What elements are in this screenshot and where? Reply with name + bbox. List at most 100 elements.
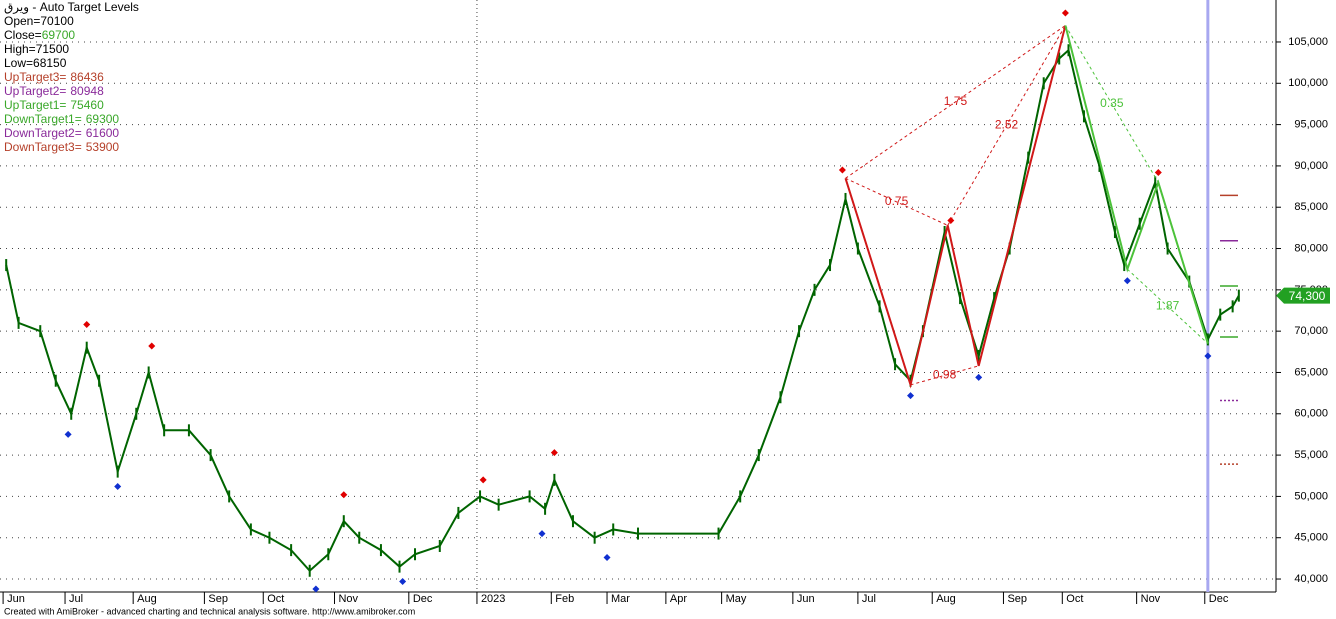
x-tick-label: Apr	[670, 593, 687, 605]
price-bar	[497, 498, 500, 511]
price-bar	[457, 506, 460, 519]
price-bar	[438, 539, 441, 552]
target: UpTarget2= 80948	[4, 84, 104, 98]
y-tick-label: 100,000	[1288, 77, 1328, 89]
pivot-high	[1061, 9, 1069, 17]
x-tick-label: 2023	[481, 593, 505, 605]
price-bar	[829, 259, 832, 272]
x-tick-label: Jul	[862, 593, 876, 605]
y-tick-label: 85,000	[1294, 201, 1328, 213]
x-tick-label: Oct	[1066, 593, 1083, 605]
footer: Created with AmiBroker - advanced charti…	[4, 606, 415, 616]
quote: Close=69700	[4, 28, 75, 42]
pivot-high	[83, 321, 91, 329]
price-bar	[943, 226, 946, 239]
pattern-down-zigzag	[1064, 25, 1209, 344]
price-bar	[116, 465, 119, 478]
price-bar	[553, 473, 556, 486]
y-tick-label: 60,000	[1294, 408, 1328, 420]
quote: Open=70100	[4, 14, 74, 28]
last-price-box	[1276, 287, 1330, 304]
x-tick-label: Jul	[69, 593, 83, 605]
price-bar	[147, 366, 150, 379]
price-bar	[1058, 52, 1061, 65]
quote-value: 69700	[42, 28, 76, 42]
price-bar	[977, 349, 980, 362]
pattern-up-ratio-label: 0.75	[885, 194, 909, 208]
x-tick-label: Oct	[267, 593, 284, 605]
pattern-down-ratio-label: 0.35	[1100, 96, 1124, 110]
target: UpTarget3= 86436	[4, 70, 104, 84]
target-label: UpTarget1=	[4, 98, 66, 112]
target-label: UpTarget3=	[4, 70, 66, 84]
x-tick-label: Mar	[611, 593, 630, 605]
x-tick-label: Nov	[1141, 593, 1161, 605]
price-bar	[1067, 44, 1070, 57]
pattern-up-ratio-label: 0.98	[933, 368, 957, 382]
price-bar	[1138, 217, 1141, 230]
price-bar	[479, 490, 482, 503]
pivot-high	[340, 491, 348, 499]
price-bar	[571, 515, 574, 528]
quote-value: 71500	[36, 42, 70, 56]
target-value: 86436	[70, 70, 104, 84]
price-bar	[717, 527, 720, 540]
price-bar	[414, 548, 417, 561]
last-price-label: 74,300	[1289, 289, 1326, 303]
price-bar	[1113, 226, 1116, 239]
pivot-high	[479, 476, 487, 484]
price-bar	[85, 341, 88, 354]
pivot-high	[550, 449, 558, 457]
price-bar	[5, 259, 8, 272]
pattern-down-ratio-line	[1127, 268, 1209, 344]
target-label: DownTarget1=	[4, 112, 82, 126]
x-tick-label: Feb	[555, 593, 574, 605]
x-tick-label: Nov	[338, 593, 358, 605]
price-bar	[1219, 308, 1222, 321]
price-bar	[308, 564, 311, 577]
pattern-up-zigzag	[844, 25, 1067, 389]
target-value: 69300	[86, 112, 120, 126]
y-tick-label: 50,000	[1294, 490, 1328, 502]
price-bar	[17, 316, 20, 329]
price-bar	[1027, 151, 1030, 164]
price-bar	[528, 490, 531, 503]
price-bar	[358, 531, 361, 544]
price-bar	[1206, 333, 1209, 346]
quote-label: High=	[4, 42, 36, 56]
quote-label: Open=	[4, 14, 40, 28]
y-tick-label: 55,000	[1294, 449, 1328, 461]
pattern-up-ratio-line	[947, 25, 1066, 226]
target-value: 75460	[70, 98, 104, 112]
x-tick-label: Jun	[797, 593, 815, 605]
price-bar	[1042, 77, 1045, 90]
quote-value: 68150	[33, 56, 67, 70]
pivot-low	[603, 554, 611, 562]
price-bar	[187, 424, 190, 437]
price-bar	[544, 502, 547, 515]
price-bar	[249, 523, 252, 536]
pattern-up-ratio-label: 1.75	[944, 94, 968, 108]
price-bar	[98, 374, 101, 387]
target-value: 53900	[86, 140, 120, 154]
y-tick-label: 65,000	[1294, 366, 1328, 378]
y-tick-label: 95,000	[1294, 119, 1328, 131]
price-bar	[637, 527, 639, 540]
quote-value: 70100	[40, 14, 74, 28]
price-bar	[1098, 159, 1101, 172]
price-bar	[70, 407, 73, 420]
price-bar	[1154, 176, 1157, 189]
pivot-low	[114, 482, 122, 490]
pivot-low	[312, 585, 320, 593]
target-label: DownTarget3=	[4, 140, 82, 154]
pivot-low	[64, 430, 72, 438]
pivot-low	[399, 578, 407, 586]
price-bar	[342, 515, 345, 528]
pivot-low	[975, 373, 983, 381]
target-value: 61600	[86, 126, 120, 140]
price-bar	[1008, 242, 1011, 255]
price-bar	[593, 531, 596, 544]
price-bar	[379, 544, 382, 557]
